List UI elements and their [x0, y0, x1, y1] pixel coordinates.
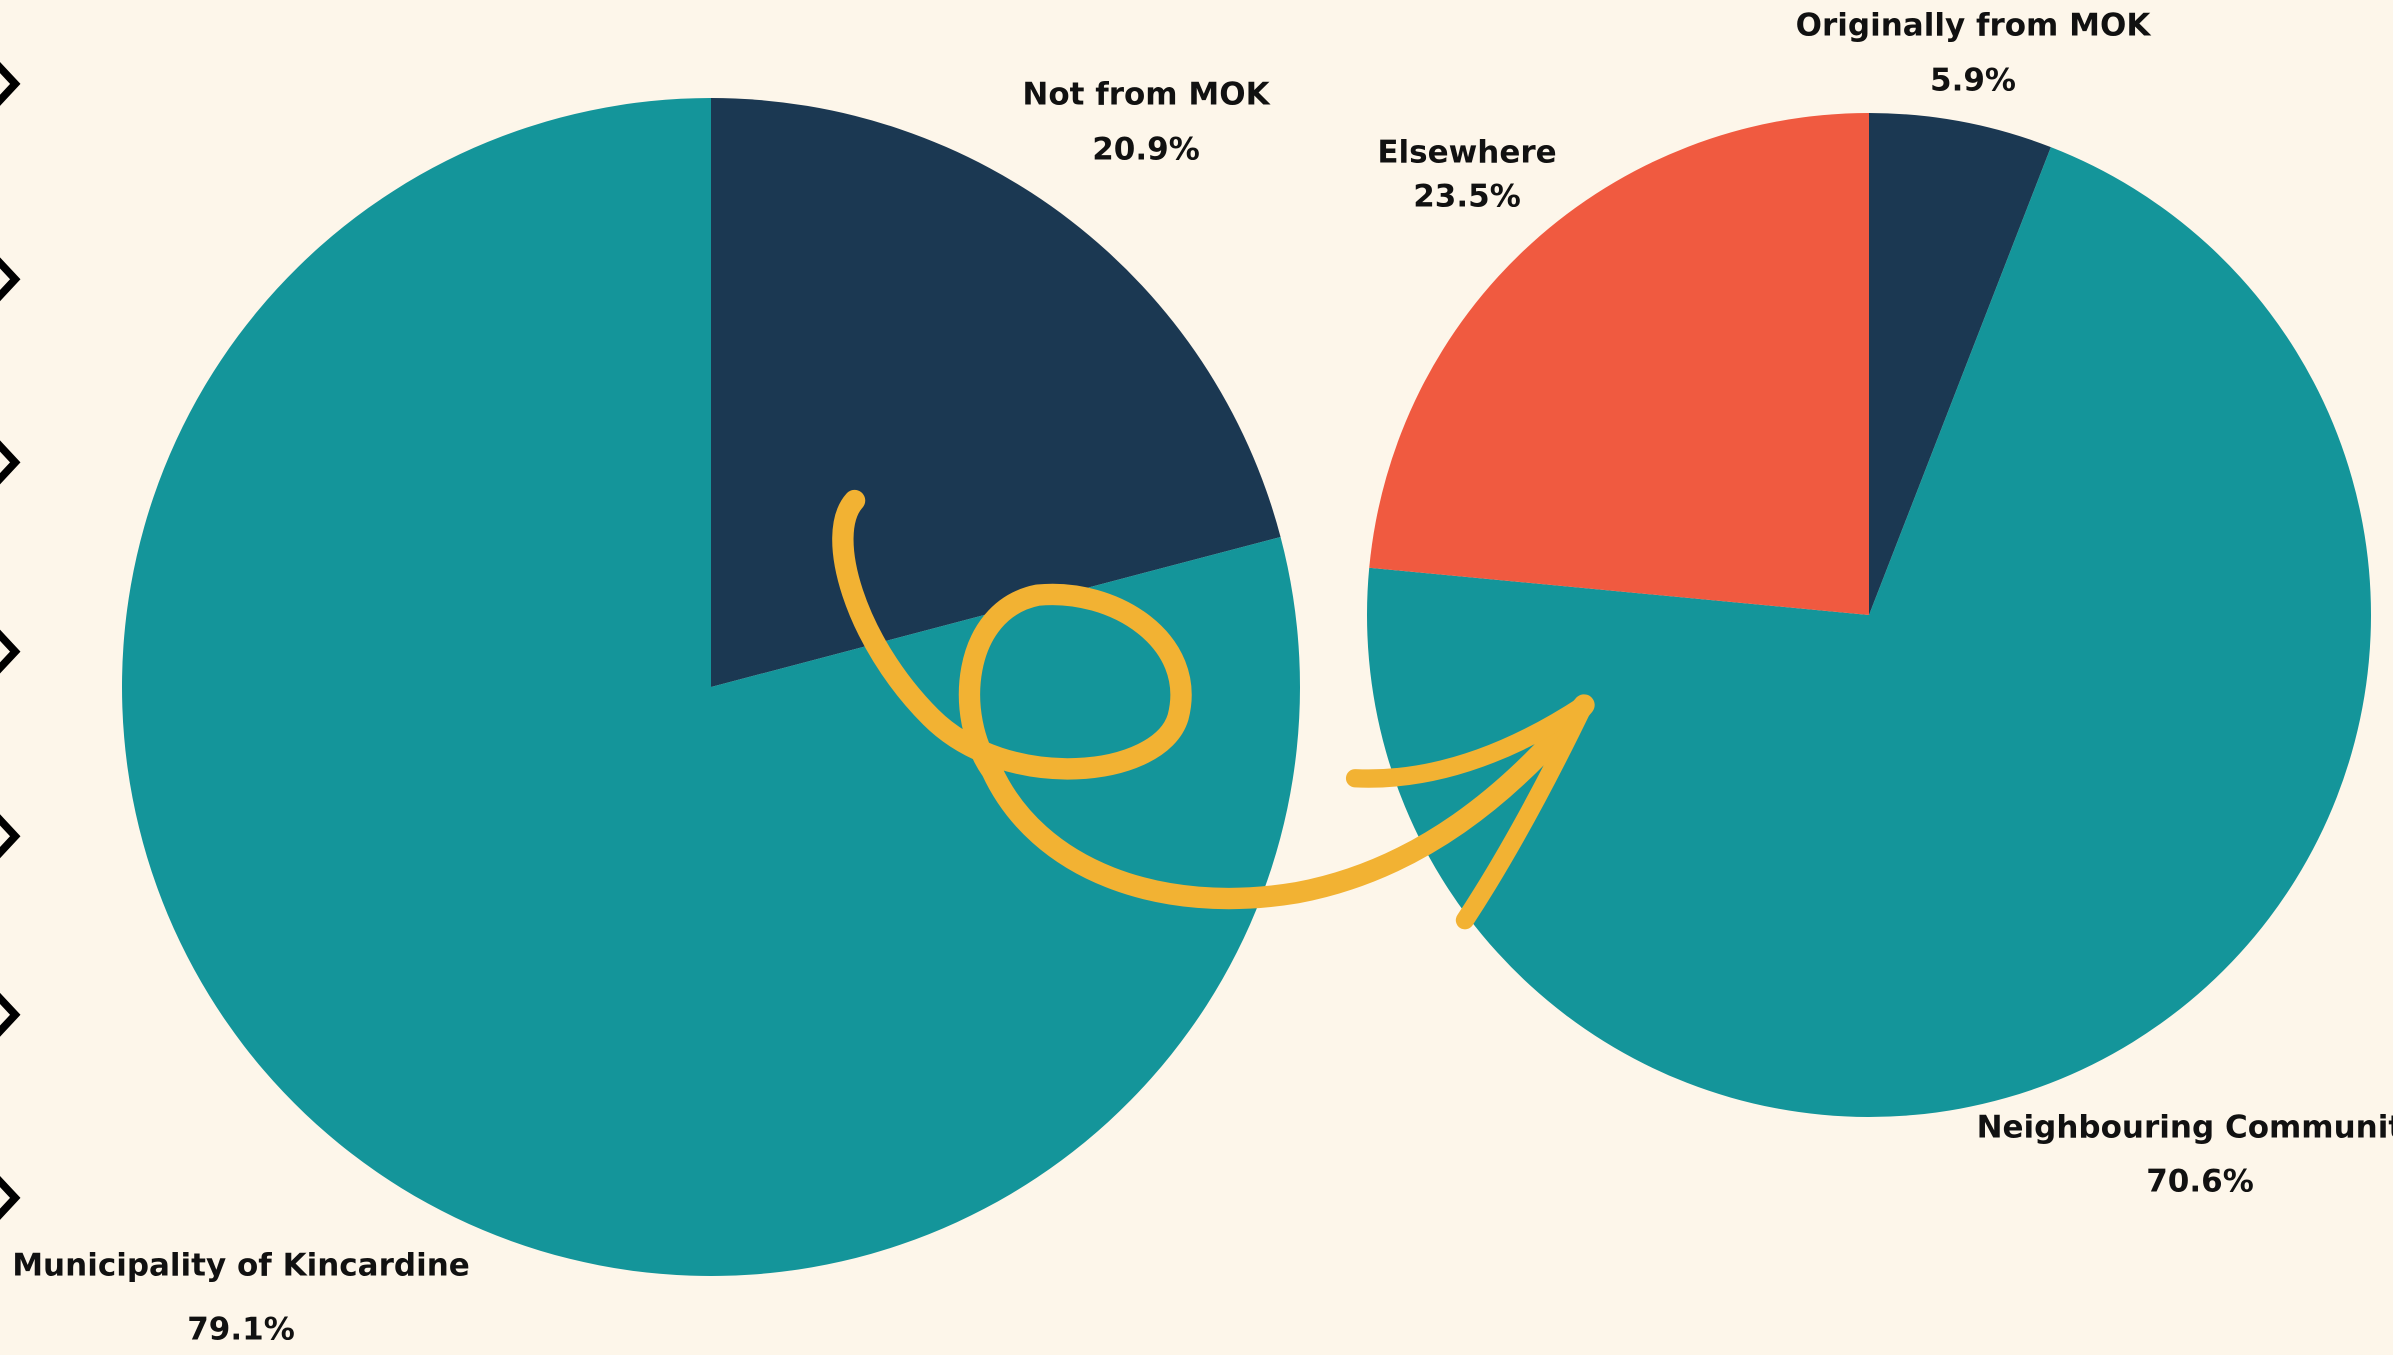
pie-charts — [121, 98, 2371, 1277]
pie-slice — [1369, 113, 1869, 615]
slice-label: Not from MOK — [1022, 77, 1270, 113]
slice-label: Municipality of Kincardine — [12, 1248, 470, 1284]
slice-label: Originally from MOK — [1796, 8, 2152, 44]
slice-value: 5.9% — [1930, 63, 2016, 99]
slice-value: 79.1% — [187, 1312, 295, 1348]
slice-value: 70.6% — [2146, 1164, 2254, 1200]
pie-slice — [121, 98, 1301, 1277]
slice-value: 23.5% — [1413, 179, 1521, 215]
pie-slice — [1367, 147, 2371, 1118]
slice-label: Neighbouring Community — [1977, 1110, 2393, 1146]
pie-slice — [1869, 113, 2051, 615]
slice-value: 20.9% — [1092, 132, 1200, 168]
arrow — [832, 489, 1595, 930]
chevrons — [0, 61, 21, 1220]
slice-label: Elsewhere — [1377, 135, 1556, 171]
